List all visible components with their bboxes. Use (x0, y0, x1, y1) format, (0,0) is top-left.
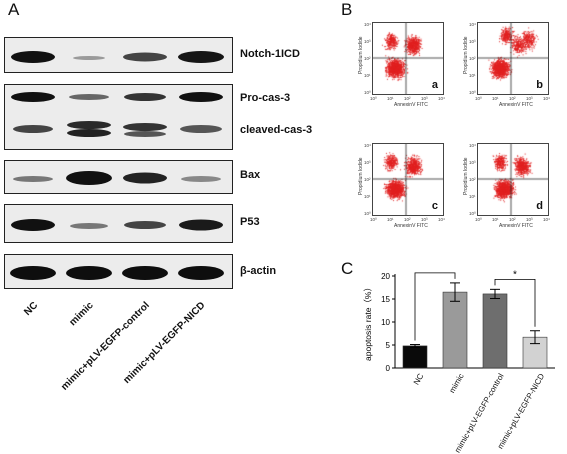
facs-xtick: 10⁴ (543, 96, 550, 101)
facs-ytick: 10² (469, 177, 476, 182)
blot-label-notch1icd: Notch-1ICD (240, 48, 300, 60)
blot-caspase3 (4, 84, 233, 150)
blot-label-bax: Bax (240, 169, 261, 181)
facs-xtick: 10⁰ (475, 217, 482, 222)
panel-a-letter: A (8, 0, 20, 19)
significance-bracket-1 (494, 278, 536, 327)
significance-star-1: * (513, 270, 517, 280)
facs-xtick: 10³ (421, 217, 428, 222)
facs-ytick: 10³ (469, 39, 476, 44)
blot-beta-actin (4, 254, 233, 289)
facs-xlabel-d: AnnexinV FITC (499, 223, 533, 229)
facs-ytick: 10² (364, 56, 371, 61)
facs-plot-a: a (372, 22, 444, 95)
facs-dots-a (373, 23, 443, 94)
facs-xlabel-b: AnnexinV FITC (499, 102, 533, 108)
facs-ytick: 10⁰ (469, 211, 476, 216)
blot-label-p53: P53 (240, 216, 260, 228)
significance-bracket-0 (414, 272, 456, 341)
bar-2 (482, 293, 508, 369)
blot-notch1icd (4, 37, 233, 73)
bar-1 (442, 291, 468, 369)
facs-ytick: 10⁰ (364, 211, 371, 216)
blot-label-pro-cas3: Pro-cas-3 (240, 92, 291, 104)
blot-caspase3-bands (11, 92, 223, 137)
facs-xtick: 10² (404, 217, 411, 222)
blot-label-cleaved-cas3: cleaved-cas-3 (240, 124, 313, 136)
facs-xtick: 10¹ (492, 217, 499, 222)
facs-ytick: 10¹ (469, 194, 476, 199)
y-tick-label: 10 (381, 318, 390, 327)
blot-p53-bands (11, 219, 223, 231)
facs-letter-a: a (431, 79, 438, 91)
y-tick-label: 5 (386, 341, 391, 350)
panel-c-letter: C (341, 259, 354, 278)
facs-xtick: 10⁰ (370, 217, 377, 222)
facs-xtick: 10² (509, 96, 516, 101)
facs-xtick: 10⁰ (475, 96, 482, 101)
bar-0 (402, 345, 428, 369)
facs-ytick: 10¹ (364, 73, 371, 78)
facs-ytick: 10³ (364, 160, 371, 165)
facs-ytick: 10⁴ (469, 143, 476, 148)
sample-label-mimic: mimic (67, 300, 96, 329)
facs-ytick: 10⁴ (469, 22, 476, 27)
facs-xtick: 10¹ (492, 96, 499, 101)
facs-dots-d (478, 144, 548, 215)
blot-label-beta-actin: β-actin (240, 265, 277, 277)
facs-xtick: 10¹ (387, 217, 394, 222)
facs-ytick: 10⁰ (469, 90, 476, 95)
facs-xlabel-a: AnnexinV FITC (394, 102, 428, 108)
facs-ytick: 10⁰ (364, 90, 371, 95)
facs-xtick: 10¹ (387, 96, 394, 101)
y-axis-label: apoptosis rate（%） (363, 283, 373, 361)
facs-letter-d: d (536, 200, 543, 212)
blot-bax (4, 160, 233, 194)
blot-p53 (4, 204, 233, 243)
blot-notch1icd-bands (11, 51, 224, 63)
apoptosis-bar-chart: 0 5 10 15 20 apoptosis rate（%） * * (363, 270, 555, 373)
y-tick-label: 20 (381, 272, 390, 281)
facs-letter-b: b (536, 79, 543, 91)
facs-xtick: 10⁴ (438, 96, 445, 101)
facs-dots-b (478, 23, 548, 94)
facs-letter-c: c (431, 200, 438, 212)
facs-xlabel-c: AnnexinV FITC (394, 223, 428, 229)
facs-ytick: 10¹ (469, 73, 476, 78)
facs-ytick: 10¹ (364, 194, 371, 199)
panel-b-letter: B (341, 0, 353, 19)
facs-xtick: 10² (509, 217, 516, 222)
facs-ytick: 10² (469, 56, 476, 61)
facs-plot-d: d (477, 143, 549, 216)
sample-label-nc: NC (21, 300, 40, 318)
facs-dots-c (373, 144, 443, 215)
significance-star-0: * (433, 270, 437, 274)
y-tick-label: 15 (381, 295, 390, 304)
y-tick-label: 0 (386, 364, 391, 373)
facs-xtick: 10³ (526, 96, 533, 101)
facs-plot-c: c (372, 143, 444, 216)
facs-ytick: 10³ (364, 39, 371, 44)
facs-xtick: 10³ (421, 96, 428, 101)
facs-ytick: 10² (364, 177, 371, 182)
facs-xtick: 10⁰ (370, 96, 377, 101)
blot-bax-bands (13, 171, 221, 185)
facs-ytick: 10⁴ (364, 22, 371, 27)
facs-xtick: 10⁴ (438, 217, 445, 222)
facs-plot-b: b (477, 22, 549, 95)
facs-xtick: 10³ (526, 217, 533, 222)
blot-beta-actin-bands (10, 266, 224, 280)
facs-ytick: 10³ (469, 160, 476, 165)
facs-xtick: 10² (404, 96, 411, 101)
facs-xtick: 10⁴ (543, 217, 550, 222)
facs-ytick: 10⁴ (364, 143, 371, 148)
